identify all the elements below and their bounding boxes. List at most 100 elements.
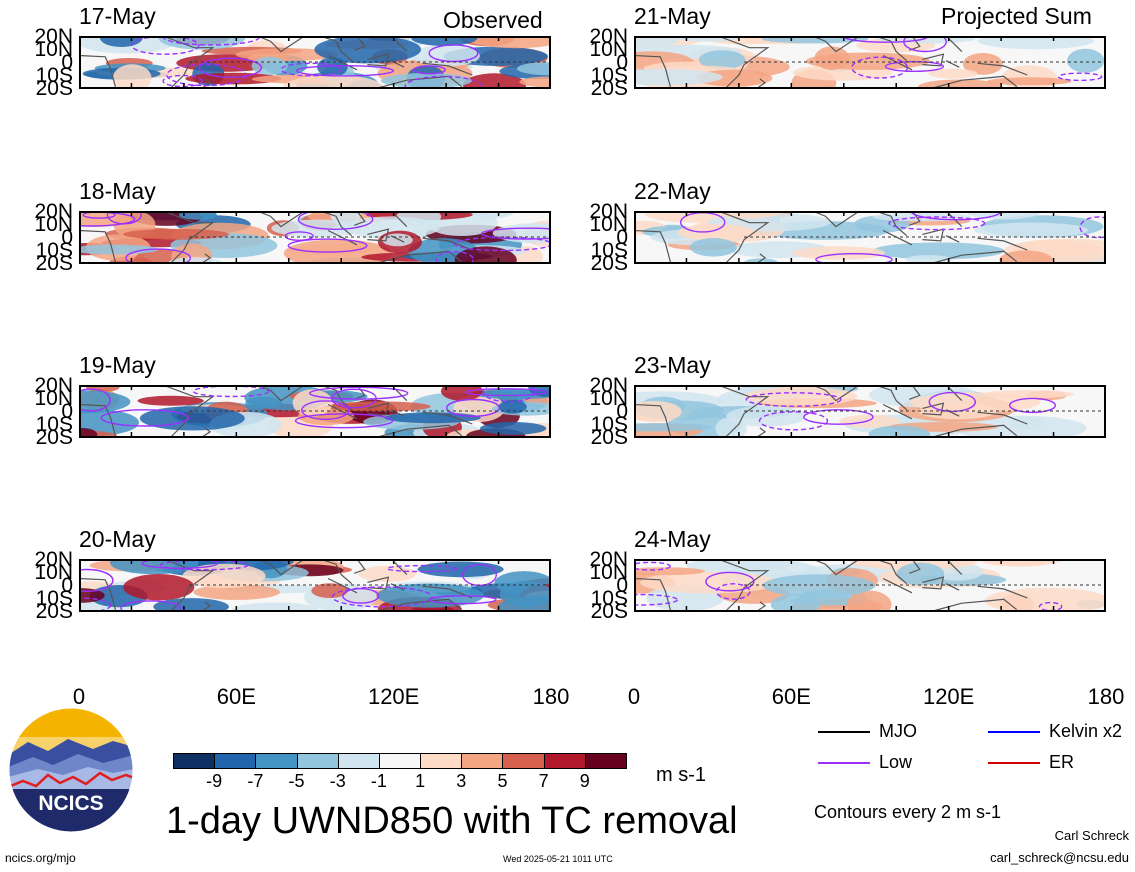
coastlines	[634, 559, 1028, 612]
legend-label: MJO	[879, 721, 917, 741]
anomaly-shading	[462, 73, 527, 89]
panel-date-title: 21-May	[634, 3, 711, 29]
low-contour	[280, 62, 342, 77]
observed-column-label: Observed	[443, 7, 543, 33]
low-contour	[309, 386, 409, 400]
lat-tick-label: 20S	[35, 77, 73, 100]
anomaly-shading	[158, 36, 246, 50]
contour-note: Contours every 2 m s-1	[814, 802, 1002, 822]
lat-tick-label: 10N	[589, 561, 628, 584]
lat-tick-label: 20N	[34, 374, 73, 397]
anomaly-shading	[153, 598, 229, 612]
low-contour	[928, 391, 976, 413]
low-contour	[386, 564, 458, 573]
lat-tick-label: 20S	[590, 426, 628, 449]
low-contour	[166, 63, 247, 87]
anomaly-shading	[358, 565, 416, 583]
low-contour	[284, 231, 314, 242]
low-contour	[297, 211, 374, 230]
ncics-logo: NCICS	[8, 707, 134, 833]
anomaly-shading	[440, 385, 483, 401]
coastlines	[634, 36, 1028, 89]
coastlines	[634, 385, 1028, 438]
lat-tick-label: 0	[616, 574, 628, 597]
low-contour	[120, 600, 182, 612]
lat-tick-label: 10S	[35, 64, 73, 87]
low-contour	[331, 388, 377, 409]
low-contour	[404, 75, 483, 89]
lat-tick-label: 20S	[590, 600, 628, 623]
panel-date-title: 18-May	[79, 178, 156, 204]
anomaly-shading	[872, 242, 1005, 260]
colorbar	[173, 753, 627, 769]
low-contour	[1008, 397, 1057, 414]
legend-label: Low	[879, 752, 913, 772]
low-contour	[446, 398, 501, 417]
panel-frame	[634, 559, 1106, 612]
lat-tick-label: 0	[61, 51, 73, 74]
lat-tick-label: 20N	[589, 374, 628, 397]
low-contour	[634, 561, 671, 571]
anomaly-shading	[417, 561, 504, 578]
legend-line	[818, 731, 870, 733]
anomaly-shading	[726, 406, 806, 427]
anomaly-shading	[516, 62, 551, 76]
anomaly-shading	[479, 422, 547, 435]
map-panel	[79, 36, 551, 89]
anomaly-shading	[411, 44, 480, 67]
lat-tick-label: 10S	[35, 413, 73, 436]
lon-tick-label: 120E	[367, 684, 420, 709]
author-email[interactable]: carl_schreck@ncsu.edu	[990, 850, 1129, 865]
low-contour	[464, 388, 548, 397]
lat-tick-label: 10N	[589, 38, 628, 61]
colorbar-swatch	[461, 753, 504, 769]
map-panel	[634, 211, 1106, 264]
low-contour	[162, 74, 203, 88]
anomaly-shading	[231, 602, 319, 612]
lat-tick-label: 20N	[34, 200, 73, 223]
panel-date-title: 19-May	[79, 352, 156, 378]
anomaly-shading	[112, 64, 152, 89]
anomaly-shading	[79, 390, 131, 414]
colorbar-swatch	[502, 753, 545, 769]
anomaly-shading	[634, 401, 682, 423]
low-contour	[342, 588, 380, 604]
lat-tick-label: 20S	[35, 600, 73, 623]
panel-frame	[79, 36, 551, 89]
colorbar-tick-label: 9	[579, 771, 590, 791]
colorbar-tick-label: -3	[329, 771, 346, 791]
anomaly-shading	[326, 401, 431, 412]
colorbar-swatch	[420, 753, 463, 769]
anomaly-shading	[982, 390, 1074, 399]
lon-tick-label: 60E	[771, 684, 811, 709]
anomaly-shading	[634, 423, 713, 432]
map-panel	[634, 36, 1106, 89]
anomaly-shading	[634, 36, 678, 47]
lat-tick-label: 0	[61, 574, 73, 597]
lon-tick-label: 120E	[922, 684, 975, 709]
low-contour	[287, 238, 368, 253]
map-panel	[79, 385, 551, 438]
low-contour	[1079, 216, 1106, 239]
low-contour	[301, 400, 350, 421]
panel-date-title: 24-May	[634, 526, 711, 552]
lat-tick-label: 0	[616, 226, 628, 249]
anomaly-shading	[381, 73, 472, 89]
source-url[interactable]: ncics.org/mjo	[5, 851, 76, 865]
lat-tick-label: 20N	[589, 548, 628, 571]
colorbar-tick-label: -7	[247, 771, 264, 791]
colorbar-tick-label: 1	[415, 771, 426, 791]
colorbar-swatch	[584, 753, 627, 769]
panel-frame	[634, 211, 1106, 264]
low-contour	[910, 211, 1003, 221]
lat-tick-label: 20N	[34, 548, 73, 571]
map-panel	[634, 385, 1106, 438]
anomaly-shading	[1067, 48, 1105, 73]
anomaly-shading	[499, 580, 551, 608]
anomaly-shading	[792, 246, 885, 260]
low-contour	[294, 413, 394, 429]
panel-frame	[79, 385, 551, 438]
low-contour	[888, 216, 986, 231]
colorbar-swatch	[214, 753, 257, 769]
anomaly-shading	[677, 224, 755, 241]
